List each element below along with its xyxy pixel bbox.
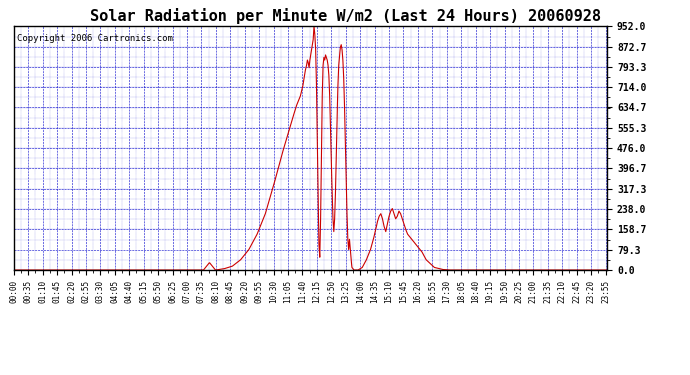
Text: Solar Radiation per Minute W/m2 (Last 24 Hours) 20060928: Solar Radiation per Minute W/m2 (Last 24… — [90, 8, 600, 24]
Text: Copyright 2006 Cartronics.com: Copyright 2006 Cartronics.com — [17, 34, 172, 43]
